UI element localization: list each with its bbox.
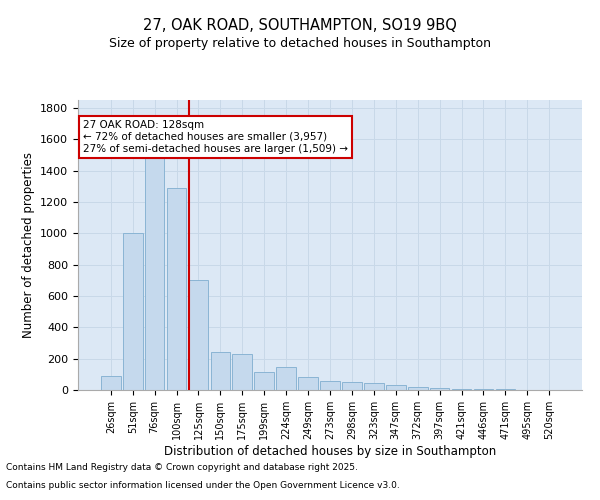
Bar bbox=[298, 376, 318, 390]
Text: Contains public sector information licensed under the Open Government Licence v3: Contains public sector information licen… bbox=[6, 481, 400, 490]
Text: Contains HM Land Registry data © Crown copyright and database right 2025.: Contains HM Land Registry data © Crown c… bbox=[6, 464, 358, 472]
Bar bbox=[101, 376, 121, 390]
Bar bbox=[188, 280, 208, 390]
Bar bbox=[430, 388, 449, 390]
Bar bbox=[408, 387, 428, 390]
Bar bbox=[123, 233, 143, 390]
Bar bbox=[232, 354, 252, 390]
Bar bbox=[320, 380, 340, 390]
Text: 27 OAK ROAD: 128sqm
← 72% of detached houses are smaller (3,957)
27% of semi-det: 27 OAK ROAD: 128sqm ← 72% of detached ho… bbox=[83, 120, 348, 154]
Bar bbox=[386, 386, 406, 390]
Bar bbox=[276, 368, 296, 390]
Bar bbox=[364, 383, 384, 390]
X-axis label: Distribution of detached houses by size in Southampton: Distribution of detached houses by size … bbox=[164, 444, 496, 458]
Bar bbox=[211, 352, 230, 390]
Bar bbox=[167, 188, 187, 390]
Y-axis label: Number of detached properties: Number of detached properties bbox=[22, 152, 35, 338]
Bar bbox=[342, 382, 362, 390]
Text: Size of property relative to detached houses in Southampton: Size of property relative to detached ho… bbox=[109, 38, 491, 51]
Text: 27, OAK ROAD, SOUTHAMPTON, SO19 9BQ: 27, OAK ROAD, SOUTHAMPTON, SO19 9BQ bbox=[143, 18, 457, 32]
Bar bbox=[452, 389, 472, 390]
Bar bbox=[145, 154, 164, 390]
Bar bbox=[254, 372, 274, 390]
